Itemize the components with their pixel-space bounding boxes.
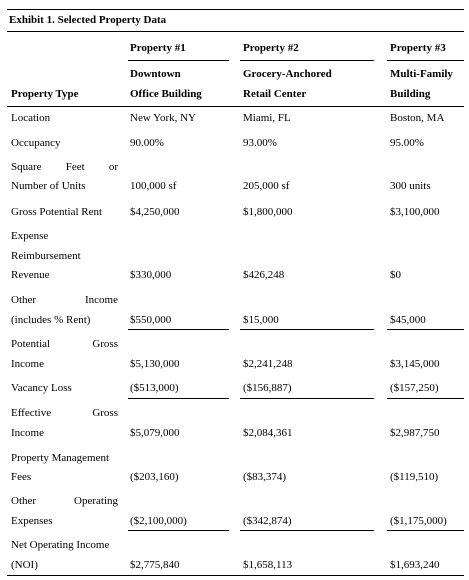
cell-opex-p1: ($2,100,000) [130, 515, 187, 527]
row-label-other-income-word2: Income [85, 294, 118, 306]
row-label-mgmt-line1: Property Management [11, 452, 110, 464]
property-1-type-line2: Office Building [130, 88, 202, 100]
row-label-egi-line2: Income [11, 427, 44, 439]
row-label-noi-line2: (NOI) [11, 559, 38, 571]
property-3-type-line1: Multi-Family [390, 68, 453, 80]
row-label-sqft-word3: or [108, 161, 118, 173]
row-label-pgi-word2: Gross [92, 338, 118, 350]
cell-expense-p3: $0 [390, 269, 401, 281]
cell-sqft-p2: 205,000 sf [243, 180, 290, 192]
cell-location-p1: New York, NY [130, 112, 197, 124]
row-label-expense-line3: Revenue [11, 269, 50, 281]
row-label-expense-line2: Reimbursement [11, 250, 81, 262]
row-label-opex-word2: Operating [74, 495, 118, 507]
cell-pgi-p3: $3,145,000 [390, 358, 440, 370]
cell-location-p2: Miami, FL [243, 112, 291, 124]
cell-gpr-p3: $3,100,000 [390, 206, 440, 218]
subtotal-line-3 [387, 329, 464, 330]
cell-occupancy-p1: 90.00% [130, 137, 164, 149]
cell-noi-p3: $1,693,240 [390, 559, 440, 571]
row-label-vacancy-loss: Vacancy Loss [11, 382, 72, 394]
property-1-type-line1: Downtown [130, 68, 181, 80]
cell-opex-p2: ($342,874) [243, 515, 292, 527]
subtotal-line-2b [240, 398, 374, 399]
property-2-type-line2: Retail Center [243, 88, 307, 100]
cell-sqft-p3: 300 units [390, 180, 431, 192]
row-label-gross-potential-rent: Gross Potential Rent [11, 206, 103, 218]
row-label-location: Location [11, 112, 51, 124]
row-label-opex-word1: Other [11, 495, 37, 507]
row-label-occupancy: Occupancy [11, 137, 61, 149]
column-header-property-3: Property #3 [390, 42, 446, 54]
row-label-other-income-line1: Other Income [11, 294, 118, 306]
column-header-underline-2 [240, 60, 374, 61]
subtotal-line-2 [240, 329, 374, 330]
subtotal-line-2c [240, 530, 374, 531]
cell-occupancy-p3: 95.00% [390, 137, 424, 149]
header-divider [7, 106, 464, 107]
subtotal-line-1b [128, 398, 229, 399]
subtotal-line-1 [128, 329, 229, 330]
row-label-sqft-line1: Square Feet or [11, 161, 118, 173]
row-label-sqft-line2: Number of Units [11, 180, 86, 192]
cell-vacancy-p1: ($513,000) [130, 382, 179, 394]
row-label-sqft-word2: Feet [65, 161, 85, 173]
property-2-type-line1: Grocery-Anchored [243, 68, 332, 80]
cell-noi-p2: $1,658,113 [243, 559, 293, 571]
row-label-egi-word2: Gross [92, 407, 118, 419]
cell-egi-p2: $2,084,361 [243, 427, 293, 439]
cell-vacancy-p2: ($156,887) [243, 382, 292, 394]
row-label-expense-line1: Expense [11, 230, 49, 242]
row-label-other-income-line2: (includes % Rent) [11, 314, 91, 326]
property-3-type-line2: Building [390, 88, 431, 100]
cell-pgi-p2: $2,241,248 [243, 358, 293, 370]
row-label-egi-line1: Effective Gross [11, 407, 118, 419]
row-label-pgi-line2: Income [11, 358, 44, 370]
cell-expense-p1: $330,000 [130, 269, 172, 281]
cell-sqft-p1: 100,000 sf [130, 180, 177, 192]
table-bottom-rule [7, 575, 464, 576]
cell-vacancy-p3: ($157,250) [390, 382, 439, 394]
cell-occupancy-p2: 93.00% [243, 137, 277, 149]
column-header-underline-1 [128, 60, 229, 61]
cell-other-income-p1: $550,000 [130, 314, 172, 326]
row-header-property-type: Property Type [11, 88, 79, 100]
row-label-pgi-line1: Potential Gross [11, 338, 118, 350]
column-header-property-1: Property #1 [130, 42, 186, 54]
row-label-egi-word1: Effective [11, 407, 52, 419]
column-header-underline-3 [387, 60, 464, 61]
cell-expense-p2: $426,248 [243, 269, 285, 281]
subtotal-line-3b [387, 398, 464, 399]
cell-location-p3: Boston, MA [390, 112, 445, 124]
row-label-opex-line1: Other Operating [11, 495, 118, 507]
title-bar: Exhibit 1. Selected Property Data [7, 9, 464, 32]
row-label-mgmt-line2: Fees [11, 471, 32, 483]
row-label-pgi-word1: Potential [11, 338, 51, 350]
cell-gpr-p2: $1,800,000 [243, 206, 293, 218]
cell-mgmt-p3: ($119,510) [390, 471, 439, 483]
column-header-property-2: Property #2 [243, 42, 299, 54]
cell-other-income-p3: $45,000 [390, 314, 426, 326]
cell-egi-p1: $5,079,000 [130, 427, 180, 439]
subtotal-line-3c [387, 530, 464, 531]
exhibit-title: Exhibit 1. Selected Property Data [9, 14, 167, 26]
cell-opex-p3: ($1,175,000) [390, 515, 447, 527]
cell-egi-p3: $2,987,750 [390, 427, 440, 439]
cell-mgmt-p2: ($83,374) [243, 471, 287, 483]
cell-mgmt-p1: ($203,160) [130, 471, 179, 483]
subtotal-line-1c [128, 530, 229, 531]
cell-noi-p1: $2,775,840 [130, 559, 180, 571]
exhibit-table: Exhibit 1. Selected Property Data Proper… [7, 9, 464, 576]
row-label-sqft-word1: Square [11, 161, 42, 173]
cell-other-income-p2: $15,000 [243, 314, 279, 326]
row-label-other-income-word1: Other [11, 294, 37, 306]
cell-pgi-p1: $5,130,000 [130, 358, 180, 370]
row-label-noi-line1: Net Operating Income [11, 539, 110, 551]
row-label-opex-line2: Expenses [11, 515, 53, 527]
cell-gpr-p1: $4,250,000 [130, 206, 180, 218]
